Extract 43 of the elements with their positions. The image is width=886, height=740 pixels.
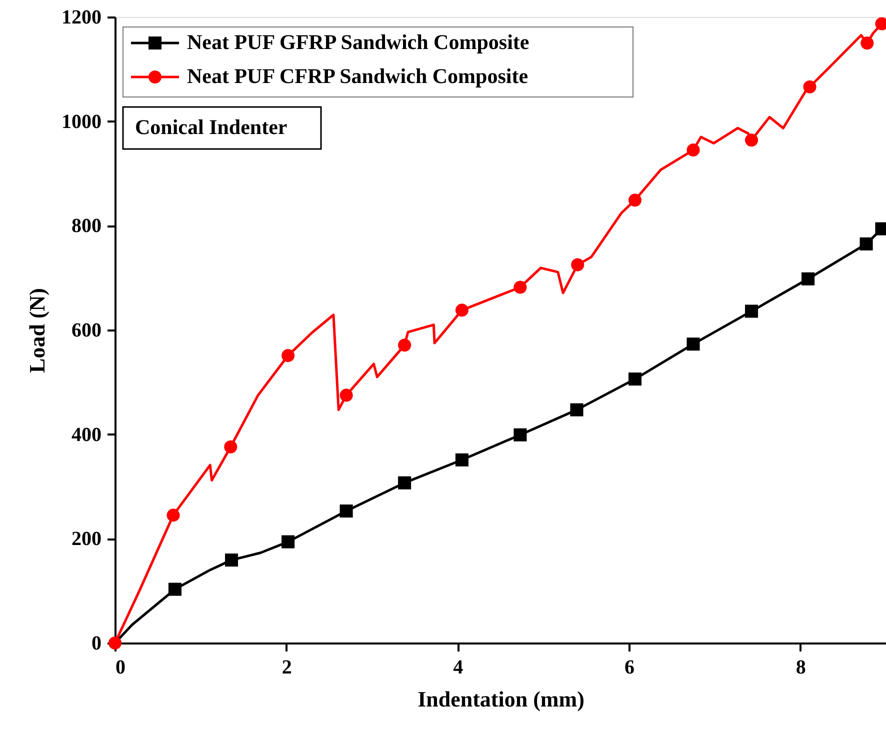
x-tick-label: 2 <box>282 656 292 678</box>
y-tick-label: 800 <box>72 215 102 238</box>
point <box>744 134 758 147</box>
x-tick-label: 8 <box>796 656 806 678</box>
legend-label: Neat PUF CFRP Sandwich Composite <box>187 64 528 88</box>
point <box>340 388 353 402</box>
point <box>628 194 642 207</box>
point <box>455 304 468 317</box>
y-tick-label: 1000 <box>62 110 102 133</box>
x-axis-title: Indentation (mm) <box>418 686 584 712</box>
point <box>514 280 527 294</box>
point <box>282 535 295 548</box>
point <box>686 144 700 157</box>
point <box>340 504 353 518</box>
y-axis-title: Load (N) <box>24 288 50 373</box>
point <box>398 476 412 490</box>
point <box>282 349 295 362</box>
y-tick-label: 0 <box>92 632 102 654</box>
legend-label: Neat PUF GFRP Sandwich Composite <box>187 30 530 54</box>
point <box>744 304 758 318</box>
point <box>168 582 182 596</box>
y-tick-label: 400 <box>72 424 102 446</box>
point <box>802 272 815 286</box>
annotation: Conical Indenter <box>135 115 288 139</box>
point <box>686 338 700 351</box>
point <box>628 372 642 386</box>
point <box>398 338 412 352</box>
point <box>166 508 180 522</box>
point <box>514 428 527 442</box>
point <box>224 554 238 567</box>
x-tick-label: 4 <box>453 656 464 678</box>
point <box>860 36 874 50</box>
y-tick-label: 600 <box>72 320 102 342</box>
point <box>455 453 468 466</box>
point <box>570 403 584 416</box>
x-tick-label: 6 <box>624 656 634 678</box>
point <box>224 440 238 454</box>
y-tick-label: 1200 <box>62 6 102 28</box>
point <box>803 80 816 94</box>
point <box>860 237 873 250</box>
point <box>571 258 584 272</box>
y-tick-label: 200 <box>72 528 102 550</box>
x-tick-label: 0 <box>116 656 126 678</box>
